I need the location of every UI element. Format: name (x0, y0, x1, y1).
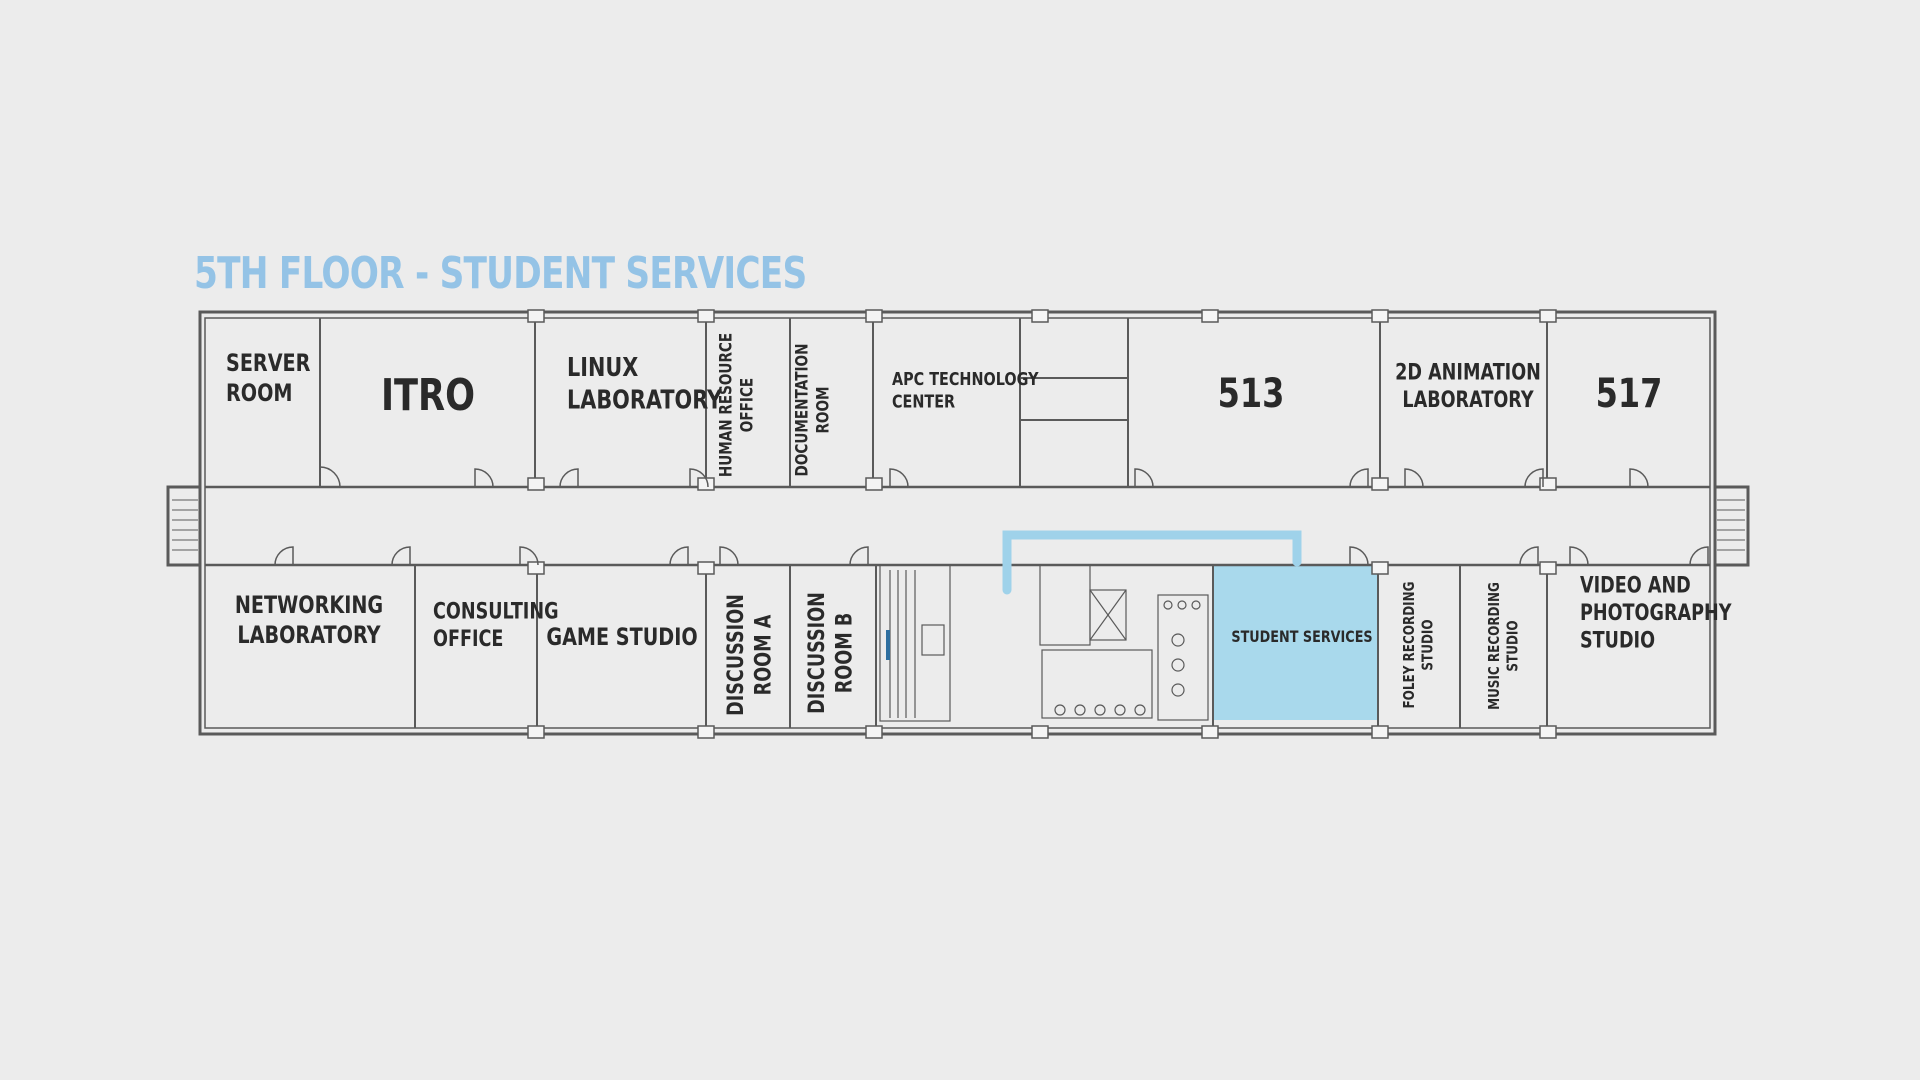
room-label-foley-recording-studio: FOLEY RECORDINGSTUDIO (1401, 581, 1437, 708)
room-label-linux-laboratory: LINUX LABORATORY (567, 351, 723, 414)
columns (527, 309, 1557, 739)
room-label-human-resource-office: HUMAN RESOURCEOFFICE (716, 333, 757, 477)
room-label-video-photography-studio: VIDEO AND PHOTOGRAPHY STUDIO (1580, 573, 1732, 653)
room-label-consulting-office: CONSULTING OFFICE (433, 598, 559, 651)
room-label-student-services: STUDENT SERVICES (1231, 629, 1372, 647)
room-label-apc-technology-center: APC TECHNOLOGY CENTER (892, 368, 1039, 411)
room-label-server-room: SERVER ROOM (226, 350, 311, 408)
room-label-animation-laboratory: 2D ANIMATION LABORATORY (1395, 359, 1541, 412)
outer-walls (166, 310, 1750, 736)
end-stairs (172, 499, 1745, 551)
room-label-itro: ITRO (381, 370, 475, 421)
room-label-discussion-room-a: DISCUSSIONROOM A (723, 594, 776, 716)
stairwell-and-restrooms (879, 564, 1209, 722)
room-label-networking-laboratory: NETWORKING LABORATORY (235, 592, 383, 650)
corridor-walls (205, 485, 1710, 567)
room-label-discussion-room-b: DISCUSSIONROOM B (804, 592, 857, 714)
room-label-room-513: 513 (1218, 369, 1285, 416)
route-path (1002, 530, 1302, 595)
room-label-documentation-room: DOCUMENTATIONROOM (792, 344, 833, 477)
student-services-highlight (1213, 564, 1378, 720)
room-label-room-517: 517 (1596, 369, 1663, 416)
room-label-game-studio: GAME STUDIO (546, 624, 697, 652)
floor-title: 5TH FLOOR - STUDENT SERVICES (194, 248, 807, 299)
top-room-walls (319, 318, 1548, 487)
door-swings (274, 466, 1709, 566)
bottom-room-walls (414, 565, 1548, 728)
room-label-music-recording-studio: MUSIC RECORDINGSTUDIO (1486, 582, 1522, 710)
